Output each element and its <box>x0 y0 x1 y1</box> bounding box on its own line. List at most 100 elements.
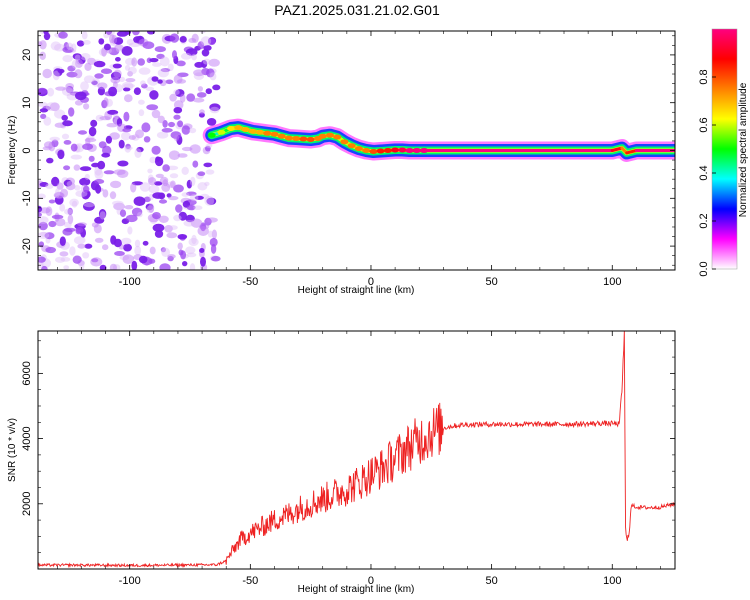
noise-blob <box>99 264 107 270</box>
noise-blob <box>93 60 106 68</box>
noise-blob <box>112 63 122 69</box>
noise-blob <box>43 116 52 126</box>
snr-x-label: Height of straight line (km) <box>298 584 415 595</box>
noise-blob <box>157 115 165 124</box>
noise-blob <box>55 218 66 227</box>
noise-blob <box>117 169 129 178</box>
ridge-point <box>362 148 371 153</box>
noise-blob <box>197 182 208 191</box>
noise-blob <box>149 156 157 164</box>
colorbar-tick-label: 0.2 <box>698 213 710 228</box>
noise-blob <box>77 243 86 249</box>
noise-blob <box>154 181 163 186</box>
noise-blob <box>49 136 60 142</box>
noise-blob <box>61 133 70 140</box>
noise-blob <box>59 203 66 212</box>
snr-panel: -100 -50 0 50 100 2000 4000 6000 Height of str… <box>7 330 676 595</box>
noise-blob <box>160 68 171 73</box>
noise-blob <box>97 82 108 90</box>
noise-blob <box>197 86 203 92</box>
noise-blob <box>206 197 217 205</box>
noise-blob <box>70 43 77 52</box>
noise-blob <box>130 182 137 193</box>
noise-blob <box>142 41 155 49</box>
snr-x-tick-label: -50 <box>242 575 258 587</box>
noise-blob <box>43 31 49 35</box>
noise-blob <box>61 114 68 121</box>
noise-blob <box>124 146 133 151</box>
noise-blob <box>124 205 134 210</box>
spectrogram-x-tick-label: 100 <box>603 276 621 288</box>
noise-blob <box>137 212 143 218</box>
noise-blob <box>112 200 124 206</box>
noise-blob <box>73 236 86 245</box>
ridge-point <box>277 133 286 139</box>
ridge-point <box>227 126 235 131</box>
noise-blob <box>177 234 188 240</box>
noise-blob <box>38 221 48 231</box>
noise-blob <box>69 198 79 207</box>
noise-blob <box>125 78 136 83</box>
noise-blob <box>178 211 187 221</box>
noise-blob <box>131 57 138 67</box>
noise-blob <box>55 188 60 198</box>
noise-blob <box>110 76 121 84</box>
noise-blob <box>131 260 138 270</box>
noise-blob <box>55 256 66 263</box>
noise-blob <box>83 185 90 193</box>
snr-x-tick-label: 0 <box>368 575 374 587</box>
noise-blob <box>94 73 104 79</box>
spectrogram-x-tick-label: 0 <box>368 276 374 288</box>
noise-blob <box>151 76 159 82</box>
noise-blob <box>191 53 197 61</box>
noise-blob <box>119 209 127 217</box>
noise-blob <box>145 86 155 91</box>
noise-blob <box>58 31 68 39</box>
ridge-point <box>248 128 257 134</box>
noise-blob <box>67 207 73 215</box>
noise-blob <box>83 75 95 83</box>
noise-blob <box>197 171 206 176</box>
noise-blob <box>102 145 112 156</box>
noise-blob <box>63 221 72 228</box>
noise-blob <box>207 230 214 238</box>
noise-blob <box>209 72 217 81</box>
noise-blob <box>84 62 92 71</box>
noise-blob <box>185 48 198 56</box>
snr-y-ticks: 2000 4000 6000 <box>21 340 675 553</box>
noise-blob <box>98 38 105 45</box>
noise-blob <box>94 237 104 243</box>
noise-blob <box>137 58 145 66</box>
noise-blob <box>173 114 181 120</box>
noise-blob <box>177 153 188 158</box>
noise-blob <box>63 140 72 145</box>
snr-x-tick-label: -100 <box>119 575 141 587</box>
noise-blob <box>49 102 60 112</box>
noise-blob <box>158 215 169 223</box>
noise-blob <box>127 226 133 235</box>
noise-blob <box>140 80 146 86</box>
noise-blob <box>189 194 199 202</box>
noise-blob <box>77 222 87 227</box>
noise-blob <box>57 149 65 160</box>
ridge-point <box>270 131 279 137</box>
ridge-point <box>369 149 378 154</box>
ridge-point <box>299 136 308 142</box>
noise-blob <box>46 87 55 97</box>
noise-blob <box>70 154 83 160</box>
noise-blob <box>106 123 118 128</box>
noise-blob <box>141 83 148 89</box>
noise-blob <box>45 206 53 216</box>
noise-blob <box>138 255 148 264</box>
noise-blob <box>200 36 212 47</box>
noise-blob <box>62 55 73 63</box>
noise-blob <box>133 196 146 206</box>
noise-blob <box>165 79 174 85</box>
noise-blob <box>149 90 159 100</box>
noise-blob <box>46 157 54 164</box>
noise-blob <box>188 237 199 247</box>
noise-blob <box>169 93 177 102</box>
noise-blob <box>54 43 65 52</box>
noise-blob <box>38 256 46 263</box>
